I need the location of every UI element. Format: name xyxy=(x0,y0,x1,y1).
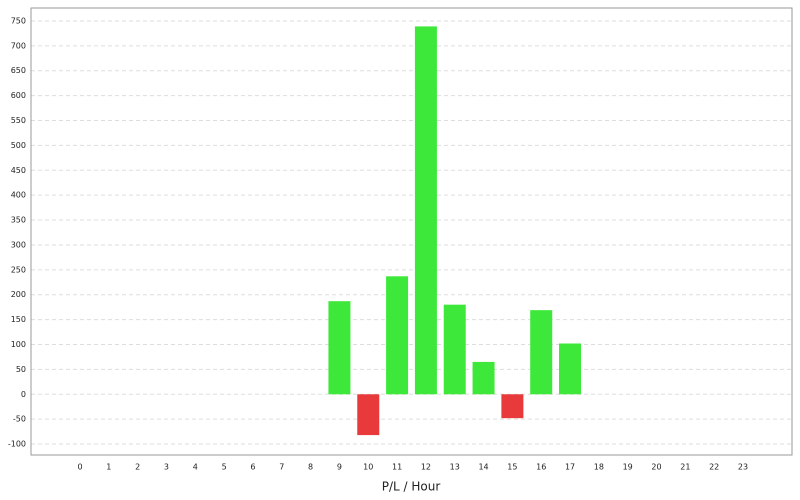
x-tick-label: 21 xyxy=(680,463,690,472)
y-tick-label: 400 xyxy=(11,191,26,200)
y-tick-label: 450 xyxy=(11,166,26,175)
bar xyxy=(501,394,524,419)
plot-border xyxy=(30,7,793,456)
y-tick-label: -50 xyxy=(13,415,26,424)
x-tick-label: 14 xyxy=(478,463,488,472)
y-tick-label: 700 xyxy=(11,41,26,50)
x-tick-label: 8 xyxy=(308,463,313,472)
x-tick-label: 4 xyxy=(193,463,198,472)
bar xyxy=(559,343,582,395)
bar xyxy=(386,276,409,395)
y-tick-label: 0 xyxy=(21,390,26,399)
x-tick-label: 7 xyxy=(279,463,284,472)
x-tick-label: 5 xyxy=(222,463,227,472)
bar xyxy=(414,26,437,395)
y-tick-label: 300 xyxy=(11,240,26,249)
y-tick-label: 500 xyxy=(11,141,26,150)
x-tick-label: 17 xyxy=(565,463,575,472)
x-tick-label: 18 xyxy=(594,463,604,472)
x-tick-label: 20 xyxy=(651,463,661,472)
x-tick-label: 16 xyxy=(536,463,546,472)
x-tick-label: 10 xyxy=(363,463,373,472)
bar xyxy=(357,394,380,436)
bar xyxy=(530,310,553,395)
y-tick-label: 50 xyxy=(16,365,26,374)
bar xyxy=(328,301,351,395)
x-axis-label: P/L / Hour xyxy=(382,480,441,494)
bar xyxy=(472,361,495,395)
x-tick-label: 3 xyxy=(164,463,169,472)
x-tick-label: 2 xyxy=(135,463,140,472)
x-tick-label: 23 xyxy=(738,463,748,472)
bar xyxy=(443,304,466,395)
y-tick-label: 750 xyxy=(11,16,26,25)
y-tick-label: 600 xyxy=(11,91,26,100)
y-tick-label: 350 xyxy=(11,216,26,225)
y-tick-label: 100 xyxy=(11,340,26,349)
x-tick-label: 6 xyxy=(250,463,255,472)
y-tick-label: 650 xyxy=(11,66,26,75)
y-tick-label: 250 xyxy=(11,265,26,274)
x-tick-label: 13 xyxy=(450,463,460,472)
x-tick-label: 0 xyxy=(77,463,82,472)
x-tick-label: 19 xyxy=(623,463,633,472)
y-tick-label: 550 xyxy=(11,116,26,125)
x-tick-label: 9 xyxy=(337,463,342,472)
x-tick-label: 22 xyxy=(709,463,719,472)
x-tick-label: 15 xyxy=(507,463,517,472)
y-tick-label: 150 xyxy=(11,315,26,324)
x-tick-label: 11 xyxy=(392,463,402,472)
y-tick-label: -100 xyxy=(8,440,26,449)
y-tick-label: 200 xyxy=(11,290,26,299)
x-tick-label: 1 xyxy=(106,463,111,472)
x-tick-label: 12 xyxy=(421,463,431,472)
